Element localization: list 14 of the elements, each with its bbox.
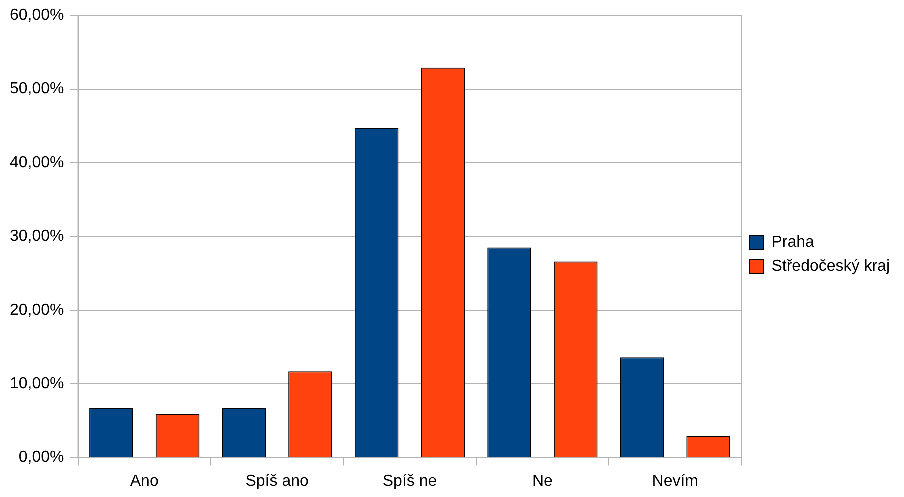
legend-label: Středočeský kraj xyxy=(772,258,890,275)
y-tick-label: 10,00% xyxy=(10,376,64,393)
x-tick-label: Ne xyxy=(532,472,554,490)
y-tick-label: 60,00% xyxy=(10,7,64,24)
y-tick-label: 50,00% xyxy=(10,80,64,98)
legend-label: Praha xyxy=(772,234,815,251)
x-tick-label: Ano xyxy=(130,472,159,490)
x-tick-label: Spíš ne xyxy=(382,472,438,490)
x-tick-label: Nevím xyxy=(652,472,699,490)
y-tick-label: 0,00% xyxy=(18,449,64,466)
y-tick-label: 40,00% xyxy=(10,154,64,172)
y-tick-label: 30,00% xyxy=(10,228,64,246)
y-tick-label: 20,00% xyxy=(10,302,64,319)
x-tick-label: Spíš ano xyxy=(246,472,309,490)
